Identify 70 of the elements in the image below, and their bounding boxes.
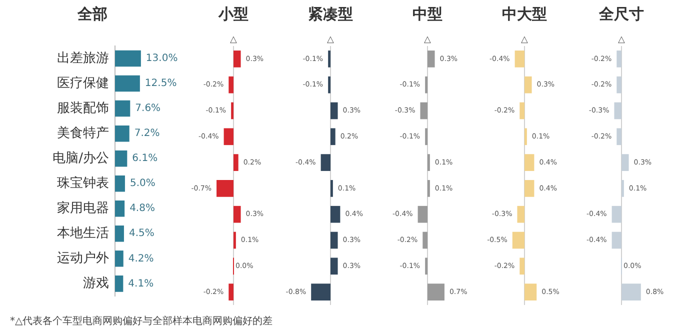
bar <box>330 232 338 249</box>
bar <box>514 50 524 68</box>
chart-title: 全部 <box>76 4 108 23</box>
bar <box>115 226 124 242</box>
bar <box>228 284 234 300</box>
data-label: 13.0% <box>146 53 178 64</box>
y-tick-label: 服装配饰 <box>57 100 109 116</box>
bar <box>115 100 130 117</box>
bar <box>512 232 524 249</box>
bar <box>115 250 124 267</box>
bar <box>422 232 428 249</box>
y-tick-label: 电脑/办公 <box>52 150 109 166</box>
bar <box>216 180 234 197</box>
chart-title: 全尺寸 <box>598 4 644 23</box>
data-label: 6.1% <box>132 153 158 164</box>
data-label: 4.5% <box>128 228 154 240</box>
bar <box>311 284 330 300</box>
y-tick-label: 家用电器 <box>57 200 109 216</box>
bar <box>524 154 534 171</box>
bar <box>115 276 124 292</box>
bar <box>524 180 534 197</box>
bar <box>330 102 338 120</box>
bar <box>520 102 524 120</box>
chart-title: 中型 <box>412 4 442 23</box>
bar <box>224 128 234 146</box>
data-label: 4.2% <box>128 253 154 264</box>
bar <box>428 284 444 300</box>
chart-title: 中大型 <box>502 4 547 23</box>
bar <box>115 125 130 142</box>
text: △ <box>618 34 626 45</box>
bar <box>517 206 524 223</box>
bar <box>330 206 340 223</box>
y-tick-label: 游戏 <box>83 276 109 292</box>
bar <box>234 206 241 223</box>
text: △ <box>327 34 334 45</box>
y-tick-label: 出差旅游 <box>57 50 109 66</box>
bar <box>115 150 128 167</box>
bar <box>228 76 234 94</box>
text: △ <box>521 34 528 45</box>
bar <box>330 258 338 275</box>
text: △ <box>230 34 238 45</box>
bar <box>234 50 241 68</box>
data-label: 7.2% <box>134 128 160 140</box>
text: *△代表各个车型电商网购偏好与全部样本电商网购偏好的差 <box>10 314 273 328</box>
y-tick-label: 美食特产 <box>57 124 109 141</box>
y-tick-label: 运动户外 <box>57 251 109 266</box>
bar <box>115 75 140 92</box>
bar <box>320 154 330 171</box>
y-tick-label: 医疗保健 <box>57 76 109 91</box>
data-label: 4.1% <box>128 278 154 290</box>
data-label: 4.8% <box>130 203 155 214</box>
y-tick-label: 珠宝钟表 <box>57 174 109 191</box>
bar <box>524 76 532 94</box>
bar <box>330 128 336 146</box>
data-label: 7.6% <box>135 103 161 114</box>
y-tick-label: 本地生活 <box>57 226 109 242</box>
text: △ <box>424 34 432 45</box>
bar <box>524 284 537 300</box>
data-label: 5.0% <box>130 178 156 190</box>
bar <box>418 206 428 223</box>
bar <box>115 50 141 67</box>
bar <box>115 200 125 217</box>
data-label: 12.5% <box>144 78 177 90</box>
chart-title: 紧凑型 <box>308 4 353 23</box>
bar <box>234 154 238 171</box>
chart-title: 小型 <box>218 4 248 23</box>
bar <box>420 102 428 120</box>
bar <box>428 50 435 68</box>
bar <box>520 258 524 275</box>
bar <box>115 175 125 192</box>
